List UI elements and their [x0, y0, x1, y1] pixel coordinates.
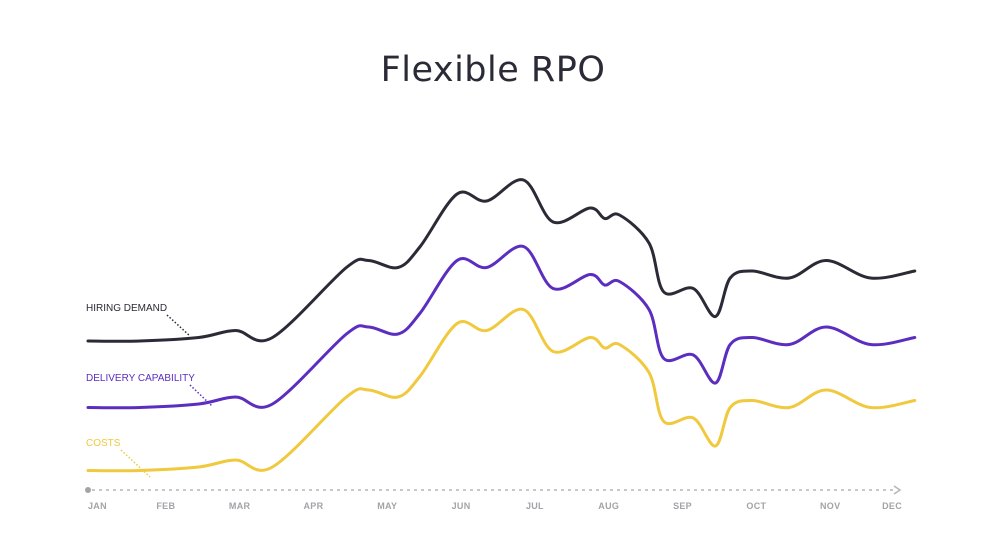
series-labels: HIRING DEMAND DELIVERY CAPABILITY COSTS [86, 303, 213, 478]
x-tick-label: DEC [882, 501, 902, 511]
x-tick-label: SEP [673, 501, 692, 511]
series-lines [86, 178, 917, 473]
x-tick-label: AUG [598, 501, 619, 511]
x-axis: JAN FEB MAR APR MAY JUN JUL AUG SEP OCT NOV DEC [85, 485, 902, 511]
x-tick-label: MAR [229, 501, 251, 511]
axis-arrow [893, 485, 902, 495]
x-tick-label: FEB [156, 501, 175, 511]
series-line-2 [86, 307, 917, 473]
x-tick-label: APR [304, 501, 324, 511]
x-tick-label: MAY [377, 501, 397, 511]
series-label-2: COSTS [86, 438, 121, 449]
series-leader-1 [189, 384, 213, 407]
series-leader-0 [166, 314, 191, 337]
series-leader-2 [120, 449, 151, 478]
chart-title: Flexible RPO [380, 50, 606, 90]
x-tick-label: JAN [88, 501, 107, 511]
x-tick-label: JUN [452, 501, 471, 511]
series-label-0: HIRING DEMAND [86, 303, 167, 314]
series-line-0 [86, 178, 917, 343]
series-line-1 [86, 244, 917, 410]
series-label-1: DELIVERY CAPABILITY [86, 373, 195, 384]
x-tick-label: JUL [526, 501, 544, 511]
x-tick-label: NOV [820, 501, 840, 511]
axis-origin-dot [85, 487, 91, 493]
x-tick-label: OCT [746, 501, 766, 511]
